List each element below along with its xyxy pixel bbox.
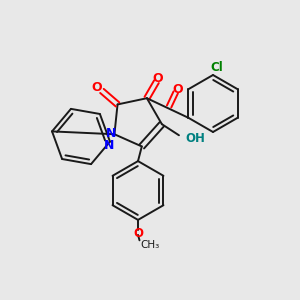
Text: OH: OH: [185, 132, 205, 145]
Text: O: O: [133, 227, 143, 240]
Text: O: O: [153, 72, 163, 85]
Text: N: N: [106, 127, 116, 140]
Text: O: O: [173, 83, 183, 96]
Text: Cl: Cl: [210, 61, 223, 74]
Text: O: O: [91, 81, 102, 94]
Text: N: N: [104, 139, 114, 152]
Text: CH₃: CH₃: [140, 240, 159, 250]
